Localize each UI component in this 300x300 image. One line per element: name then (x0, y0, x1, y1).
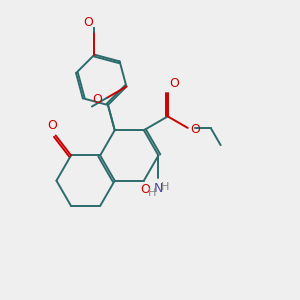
Text: O: O (47, 119, 57, 132)
Text: H: H (161, 182, 170, 192)
Text: O: O (169, 77, 179, 90)
Text: O: O (190, 123, 200, 136)
Text: O: O (140, 183, 150, 196)
Text: H: H (148, 188, 156, 198)
Text: O: O (83, 16, 93, 29)
Text: O: O (92, 93, 102, 106)
Text: N: N (154, 182, 163, 195)
